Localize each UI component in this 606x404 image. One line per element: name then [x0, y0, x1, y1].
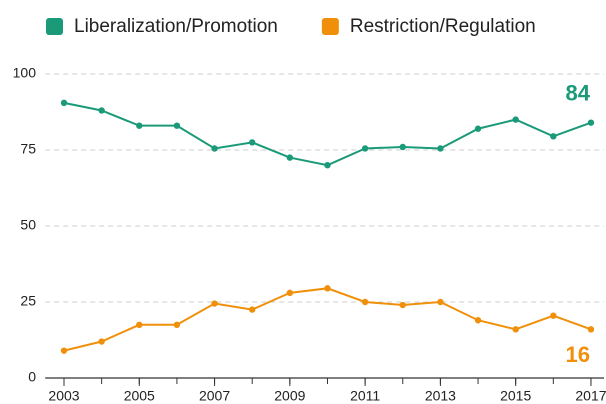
end-label: 16 — [565, 342, 589, 367]
data-point — [437, 145, 444, 152]
data-point — [399, 301, 406, 309]
data-point — [474, 125, 482, 132]
data-point — [512, 326, 519, 333]
x-tick-label: 2011 — [350, 388, 380, 404]
data-point — [361, 145, 369, 152]
legend-label: Liberalization/Promotion — [74, 16, 278, 37]
data-point — [173, 321, 181, 328]
data-point — [550, 312, 557, 319]
x-tick-label: 2003 — [48, 388, 79, 404]
data-point — [98, 338, 105, 345]
y-tick-label: 0 — [28, 369, 36, 385]
data-point — [437, 298, 444, 306]
y-tick-label: 75 — [20, 141, 36, 157]
data-point — [136, 321, 143, 328]
data-point — [60, 99, 68, 107]
x-tick-label: 2007 — [199, 388, 230, 404]
y-tick-label: 100 — [13, 65, 37, 81]
data-point — [286, 154, 294, 161]
y-tick-label: 50 — [20, 217, 36, 233]
data-point — [249, 139, 256, 146]
end-label: 84 — [565, 80, 590, 105]
x-tick-label: 2009 — [274, 388, 305, 404]
legend-swatch — [321, 18, 339, 35]
series-line — [63, 287, 592, 352]
data-point — [399, 143, 406, 151]
data-point — [60, 347, 68, 354]
data-point — [512, 116, 519, 123]
data-point — [324, 285, 331, 292]
x-tick-label: 2017 — [575, 388, 606, 404]
data-point — [550, 133, 557, 140]
legend-swatch — [46, 18, 63, 35]
x-tick-label: 2015 — [500, 388, 531, 404]
y-tick-label: 25 — [20, 293, 36, 309]
series-line — [63, 101, 592, 167]
data-point — [474, 317, 482, 324]
data-point — [286, 289, 294, 297]
data-point — [211, 300, 218, 307]
data-point — [98, 107, 105, 114]
data-point — [136, 122, 143, 129]
x-tick-label: 2013 — [425, 388, 456, 404]
data-point — [173, 122, 181, 129]
data-point — [324, 162, 331, 169]
data-point — [249, 306, 256, 313]
x-tick-label: 2005 — [124, 388, 155, 404]
data-point — [211, 145, 218, 152]
data-point — [587, 326, 595, 333]
legend-label: Restriction/Regulation — [350, 16, 536, 37]
data-point — [361, 298, 369, 306]
data-point — [587, 119, 595, 126]
